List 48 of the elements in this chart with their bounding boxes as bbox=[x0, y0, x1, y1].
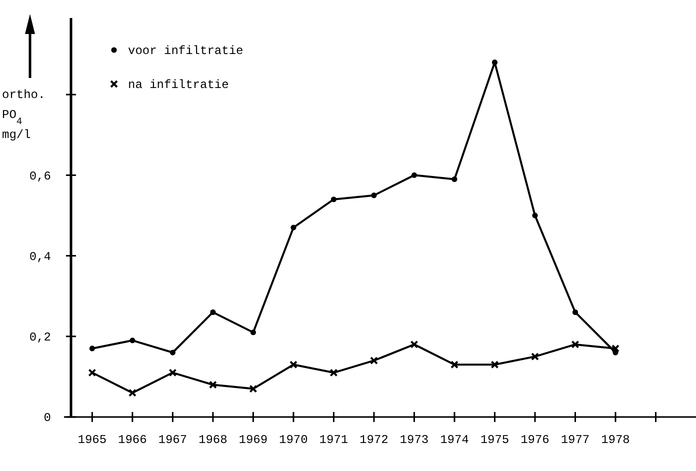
x-tick-label: 1968 bbox=[198, 433, 228, 448]
x-tick-label: 1971 bbox=[319, 433, 348, 448]
point bbox=[128, 388, 136, 397]
point bbox=[410, 340, 418, 348]
point bbox=[490, 360, 499, 369]
point bbox=[492, 60, 498, 66]
y-tick-label: 0 bbox=[44, 411, 51, 426]
legend-label: na infiltratie bbox=[128, 78, 229, 92]
y-tick-label: 0,2 bbox=[29, 330, 51, 345]
point bbox=[330, 196, 337, 202]
x-tick-label: 1965 bbox=[78, 433, 107, 448]
point bbox=[330, 368, 338, 377]
x-tick-label: 1977 bbox=[560, 433, 590, 448]
point bbox=[170, 350, 176, 356]
legend-label: voor infiltratie bbox=[128, 44, 244, 58]
x-tick-label: 1974 bbox=[440, 433, 469, 448]
point bbox=[89, 346, 95, 352]
point bbox=[571, 340, 580, 348]
x-tick-label: 1972 bbox=[360, 433, 388, 448]
point bbox=[572, 309, 578, 316]
point bbox=[249, 384, 258, 393]
point bbox=[532, 212, 538, 218]
point bbox=[371, 192, 377, 198]
point bbox=[250, 330, 256, 336]
x-tick-label: 1975 bbox=[480, 433, 510, 448]
point bbox=[289, 360, 298, 369]
y-tick-label: 0,6 bbox=[29, 169, 51, 184]
point bbox=[168, 368, 177, 377]
x-tick-label: 1966 bbox=[118, 433, 147, 448]
point bbox=[370, 356, 378, 365]
x-tick-label: 1969 bbox=[238, 433, 268, 448]
point bbox=[88, 368, 96, 377]
x-tick-label: 1978 bbox=[601, 433, 630, 448]
x-tick-label: 1970 bbox=[279, 433, 308, 448]
point bbox=[210, 309, 216, 316]
y-axis-title: ortho. PO$_{4}$ mg/l bbox=[2, 88, 46, 142]
x-tick-label: 1976 bbox=[520, 433, 550, 448]
point bbox=[130, 338, 136, 344]
point bbox=[611, 344, 620, 352]
point bbox=[208, 380, 217, 389]
y-tick-label: 0,4 bbox=[29, 250, 51, 264]
x-tick-label: 1973 bbox=[400, 433, 429, 448]
point bbox=[530, 352, 539, 361]
point bbox=[450, 360, 458, 369]
point bbox=[290, 224, 296, 230]
point bbox=[411, 172, 418, 178]
point bbox=[452, 176, 458, 182]
x-tick-label: 1967 bbox=[158, 433, 188, 448]
